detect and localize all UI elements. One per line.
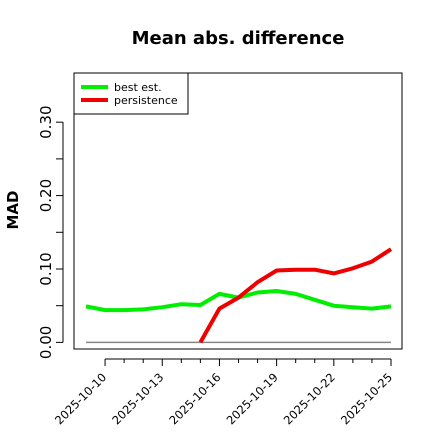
- series-line-best-est: [85, 289, 392, 313]
- plot-area: [85, 247, 393, 344]
- y-tick-label: 0.20: [37, 179, 55, 212]
- x-tick-label: 2025-10-19: [224, 370, 281, 427]
- legend: best est.persistence: [73, 72, 189, 115]
- chart-title: Mean abs. difference: [132, 28, 345, 49]
- x-tick-label: 2025-10-10: [52, 370, 109, 427]
- legend-label: persistence: [114, 94, 178, 107]
- y-axis-label: MAD: [4, 191, 22, 230]
- x-tick-label: 2025-10-25: [338, 370, 395, 427]
- legend-label: best est.: [114, 81, 162, 94]
- y-tick-label: 0.30: [37, 105, 55, 138]
- x-tick-label: 2025-10-16: [166, 370, 223, 427]
- x-tick-label: 2025-10-22: [281, 370, 338, 427]
- legend-box: [73, 72, 189, 115]
- y-tick-label: 0.10: [37, 252, 55, 285]
- plot-frame: [73, 72, 403, 350]
- series-line-persistence: [198, 247, 393, 344]
- x-tick-label: 2025-10-13: [109, 370, 166, 427]
- y-tick-label: 0.00: [37, 326, 55, 359]
